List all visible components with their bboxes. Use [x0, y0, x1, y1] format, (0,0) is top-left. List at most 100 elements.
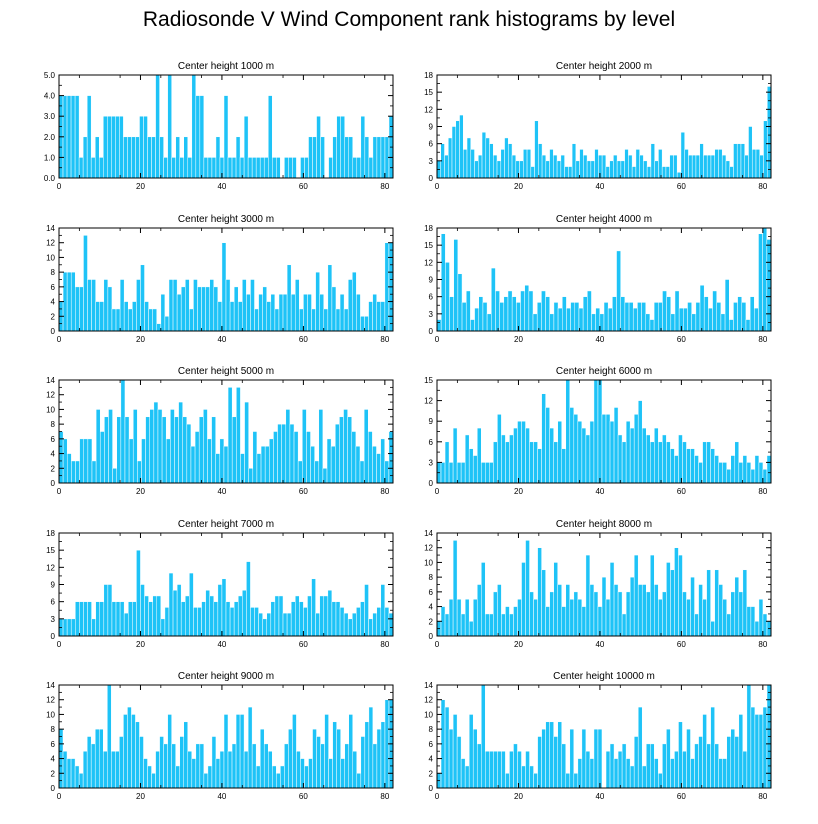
histogram-bar	[87, 601, 92, 637]
histogram-bar	[94, 136, 100, 179]
histogram-bar	[673, 154, 678, 179]
histogram-bar	[645, 313, 651, 332]
histogram-bar	[532, 313, 538, 332]
histogram-bar	[107, 584, 113, 637]
histogram-bar	[284, 157, 289, 179]
histogram-bar	[631, 166, 637, 179]
histogram-bar	[628, 302, 634, 332]
histogram-bar	[762, 613, 768, 637]
histogram-bar	[491, 267, 496, 332]
histogram-bar	[205, 286, 210, 332]
histogram-bar	[722, 758, 727, 789]
histogram-bar	[274, 308, 280, 332]
histogram-bar	[376, 136, 382, 179]
histogram-bar	[565, 584, 571, 637]
y-tick-label: 3	[429, 458, 434, 467]
histogram-bar	[525, 427, 530, 484]
y-tick-label: 18	[424, 71, 433, 80]
histogram-bar	[691, 154, 697, 179]
histogram-bar	[560, 154, 565, 179]
histogram-bar	[315, 612, 320, 637]
histogram-bar	[83, 601, 88, 637]
x-tick-label: 20	[136, 335, 145, 344]
histogram-bar	[528, 290, 534, 332]
histogram-bar	[523, 149, 528, 179]
x-tick-label: 60	[677, 640, 686, 649]
histogram-bar	[352, 271, 357, 332]
histogram-bar	[380, 721, 386, 789]
histogram-bar	[509, 434, 514, 484]
histogram-bar	[197, 607, 202, 637]
histogram-bar	[459, 114, 464, 179]
histogram-bar	[144, 595, 149, 637]
histogram-bar	[586, 160, 592, 179]
histogram-bar	[348, 714, 354, 789]
histogram-bar	[259, 157, 265, 179]
y-tick-label: 2	[51, 464, 56, 473]
x-tick-label: 60	[299, 792, 308, 801]
histogram-bar	[690, 576, 695, 637]
histogram-bar	[511, 296, 517, 332]
histogram-bar	[670, 569, 675, 637]
histogram-bar	[699, 143, 704, 179]
histogram-bar	[344, 743, 349, 789]
histogram-bar	[270, 601, 276, 637]
x-tick-label: 20	[514, 182, 523, 191]
histogram-bar	[570, 302, 576, 332]
histogram-bar	[493, 591, 498, 637]
histogram-bar	[762, 706, 768, 789]
histogram-bar	[549, 313, 555, 332]
histogram-bar	[521, 765, 526, 789]
histogram-bar	[457, 273, 463, 332]
histogram-bar	[151, 136, 156, 179]
histogram-bar	[324, 714, 329, 789]
histogram-bar	[352, 750, 358, 789]
histogram-bar	[360, 736, 366, 789]
y-tick-label: 15	[46, 546, 55, 555]
x-tick-label: 40	[217, 640, 226, 649]
x-tick-label: 0	[57, 182, 62, 191]
histogram-bar	[617, 750, 623, 789]
histogram-bar	[231, 157, 237, 179]
histogram-bar	[587, 290, 592, 332]
histogram-bar	[62, 438, 68, 484]
histogram-bar	[666, 296, 672, 332]
histogram-bar	[508, 143, 513, 179]
histogram-bar	[725, 160, 730, 179]
histogram-bar	[195, 743, 201, 789]
histogram-bar	[199, 743, 205, 789]
y-tick-label: 12	[424, 105, 433, 114]
histogram-bar	[718, 758, 723, 789]
y-tick-label: 18	[424, 224, 433, 233]
histogram-bar	[211, 736, 217, 789]
x-tick-label: 60	[299, 487, 308, 496]
histogram-bar	[464, 434, 470, 484]
histogram-bar	[557, 307, 563, 332]
histogram-bar	[686, 448, 691, 484]
y-tick-label: 10	[46, 253, 55, 262]
histogram-bar	[574, 302, 580, 332]
histogram-bar	[565, 773, 571, 789]
histogram-bar	[312, 728, 317, 789]
histogram-bar	[694, 455, 699, 484]
histogram-bar	[716, 302, 722, 332]
histogram-bar	[448, 462, 454, 484]
histogram-bar	[143, 115, 148, 179]
histogram-bar	[629, 765, 635, 789]
histogram-bar	[646, 166, 652, 179]
histogram-bar	[328, 758, 333, 789]
histogram-bar	[565, 379, 571, 484]
histogram-bar	[272, 765, 277, 789]
histogram-bar	[335, 601, 341, 637]
histogram-bar	[104, 416, 109, 484]
histogram-bar	[284, 743, 289, 789]
histogram-bar	[356, 773, 362, 789]
histogram-bar	[501, 750, 506, 789]
histogram-bar	[537, 547, 542, 637]
histogram-bar	[470, 319, 475, 332]
histogram-bar	[605, 598, 611, 637]
histogram-bar	[131, 714, 136, 789]
histogram-bar	[199, 95, 205, 179]
histogram-bar	[635, 149, 640, 179]
y-tick-label: 0	[429, 174, 434, 183]
